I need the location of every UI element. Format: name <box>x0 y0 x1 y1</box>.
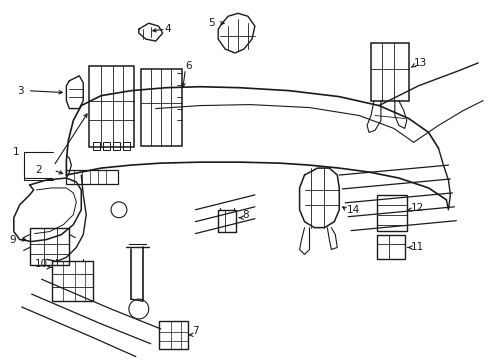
Text: 1: 1 <box>13 147 20 157</box>
Text: 3: 3 <box>17 86 24 96</box>
Text: 9: 9 <box>9 234 16 244</box>
Text: 6: 6 <box>185 61 192 71</box>
Text: 2: 2 <box>35 165 42 175</box>
Text: 11: 11 <box>411 243 424 252</box>
Text: 8: 8 <box>242 210 248 220</box>
Text: 5: 5 <box>209 18 215 28</box>
Text: 12: 12 <box>411 203 424 213</box>
Text: 10: 10 <box>34 259 48 269</box>
Text: 4: 4 <box>164 24 171 34</box>
Text: 13: 13 <box>414 58 427 68</box>
Text: 14: 14 <box>347 205 361 215</box>
Text: 7: 7 <box>193 326 199 336</box>
